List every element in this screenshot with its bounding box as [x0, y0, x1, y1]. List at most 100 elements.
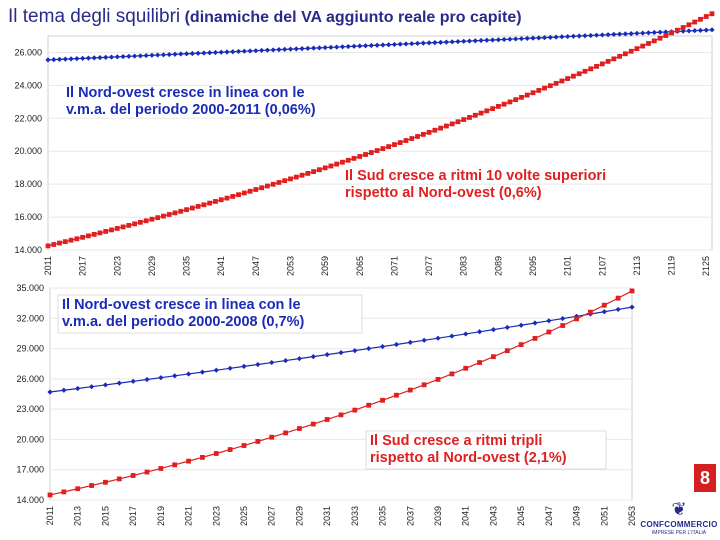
data-point-south: [149, 216, 155, 222]
data-point-south: [507, 99, 513, 105]
data-point-south: [530, 90, 536, 96]
data-point-north: [137, 53, 143, 59]
data-point-south: [495, 104, 501, 109]
x-tick-label: 2125: [701, 256, 711, 276]
data-point-south: [184, 207, 189, 213]
data-point-north: [420, 40, 426, 46]
data-point-south: [297, 426, 302, 431]
annotation-south: rispetto al Nord-ovest (2,1%): [370, 450, 567, 466]
data-point-north: [241, 48, 247, 54]
data-point-south: [137, 219, 143, 225]
x-tick-label: 2041: [461, 506, 471, 526]
data-point-north: [645, 30, 652, 36]
data-point-south: [62, 239, 68, 245]
data-point-north: [489, 37, 496, 43]
annotation-north: Il Nord-ovest cresce in linea con le: [66, 85, 305, 101]
data-point-north: [709, 27, 715, 33]
data-point-north: [409, 41, 415, 47]
data-point-north: [461, 38, 467, 44]
x-tick-label: 2107: [597, 256, 607, 276]
x-tick-label: 2021: [184, 506, 194, 526]
annotation-south: rispetto al Nord-ovest (0,6%): [345, 185, 542, 201]
data-point-north: [126, 53, 132, 59]
x-tick-label: 2071: [389, 256, 399, 276]
data-point-south: [132, 221, 138, 227]
data-point-north: [605, 32, 611, 38]
data-point-south: [546, 329, 552, 335]
data-point-south: [491, 354, 496, 360]
data-point-north: [132, 53, 138, 59]
data-point-south: [421, 382, 427, 388]
x-tick-label: 2017: [128, 506, 138, 526]
data-point-north: [449, 333, 455, 339]
data-point-south: [680, 25, 686, 30]
data-point-north: [703, 27, 709, 33]
data-point-south: [230, 193, 236, 199]
data-point-south: [588, 309, 593, 315]
data-point-south: [218, 197, 224, 203]
y-tick-label: 35.000: [16, 283, 44, 293]
data-point-north: [116, 380, 122, 386]
data-point-south: [340, 159, 345, 165]
data-point-north: [269, 359, 275, 366]
x-tick-label: 2053: [627, 506, 637, 526]
data-point-south: [241, 190, 247, 196]
data-point-south: [259, 185, 265, 191]
data-point-north: [504, 324, 510, 331]
data-point-north: [546, 318, 552, 324]
data-point-south: [420, 131, 426, 137]
data-point-north: [230, 49, 236, 55]
data-point-south: [155, 215, 161, 221]
data-point-north: [103, 54, 109, 60]
data-point-south: [634, 46, 640, 52]
data-point-north: [185, 371, 192, 377]
data-point-south: [213, 451, 219, 456]
data-point-south: [435, 376, 441, 382]
data-point-north: [62, 56, 68, 62]
data-point-south: [444, 123, 449, 129]
data-point-north: [305, 45, 311, 51]
x-tick-label: 2049: [572, 506, 582, 526]
data-point-north: [213, 367, 219, 373]
data-point-north: [310, 354, 316, 360]
x-tick-label: 2053: [286, 256, 296, 276]
data-point-south: [345, 157, 351, 163]
data-point-south: [86, 233, 91, 239]
data-point-north: [195, 50, 201, 56]
data-point-south: [407, 387, 413, 393]
data-point-north: [88, 384, 95, 390]
data-point-south: [186, 458, 191, 464]
data-point-south: [195, 204, 201, 209]
data-point-south: [559, 78, 565, 84]
data-point-north: [108, 54, 115, 60]
data-point-south: [334, 161, 340, 167]
data-point-south: [224, 195, 230, 201]
data-point-south: [130, 473, 136, 478]
data-point-north: [207, 50, 213, 56]
data-point-south: [283, 430, 288, 436]
x-tick-label: 2047: [251, 256, 261, 276]
data-point-south: [276, 180, 282, 185]
data-point-south: [663, 33, 669, 38]
data-point-south: [576, 71, 582, 77]
data-point-north: [114, 54, 120, 60]
data-point-north: [130, 378, 136, 384]
data-point-north: [102, 382, 109, 388]
data-point-south: [213, 199, 218, 204]
x-tick-label: 2035: [378, 506, 388, 526]
data-point-south: [560, 323, 566, 328]
title-main: Il tema degli squilibri: [8, 6, 181, 27]
data-point-north: [582, 33, 588, 39]
data-point-north: [501, 36, 507, 43]
data-point-north: [407, 339, 413, 345]
data-point-south: [432, 127, 438, 133]
data-point-north: [449, 39, 455, 45]
data-point-south: [61, 489, 67, 495]
x-tick-label: 2037: [405, 506, 415, 526]
data-point-south: [172, 210, 178, 216]
data-point-south: [698, 16, 703, 22]
x-tick-label: 2039: [433, 506, 443, 526]
x-tick-label: 2029: [294, 506, 304, 526]
data-point-south: [126, 222, 132, 228]
data-point-south: [166, 212, 172, 217]
